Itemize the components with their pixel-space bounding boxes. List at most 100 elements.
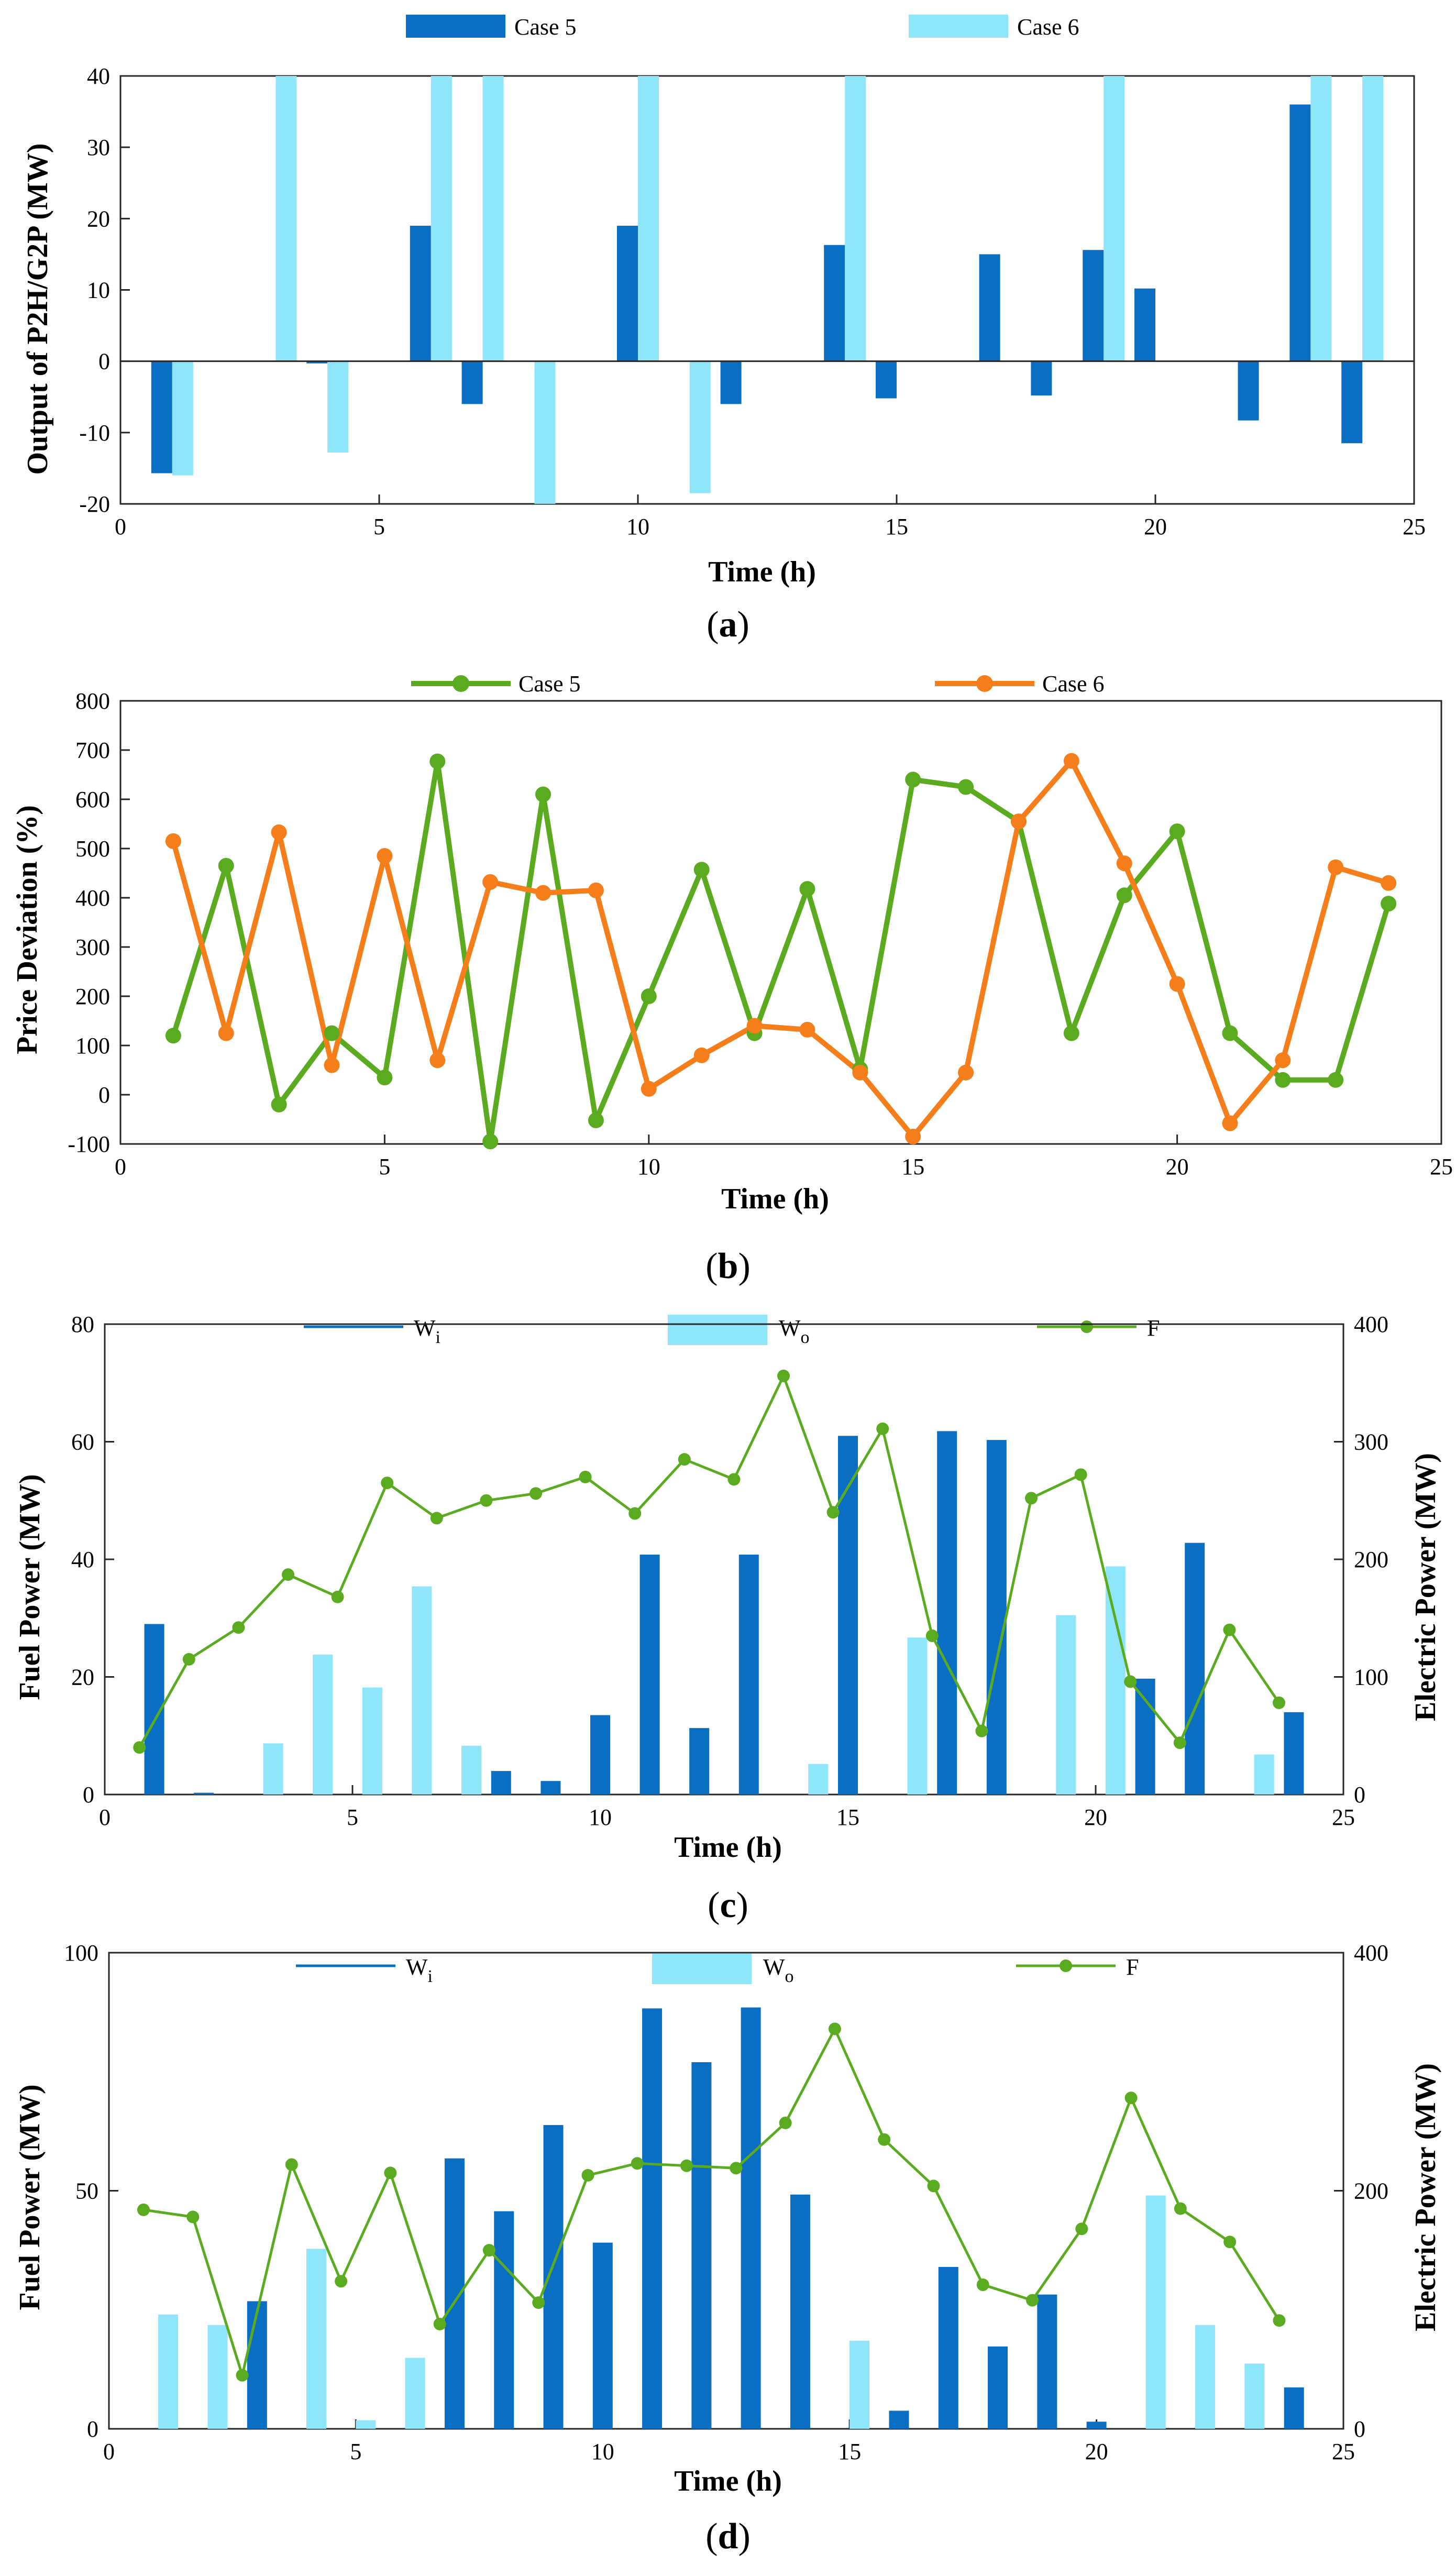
y-axis-title-left-d: Fuel Power (MW) [14,2084,46,2310]
marker-b-case6 [958,1064,974,1081]
y-tick-label-d: 100 [64,1940,98,1966]
bar-a-case5 [1031,361,1052,396]
x-tick-label-c: 20 [1084,1804,1107,1830]
marker-b-case6 [1381,875,1397,891]
bar-c-wi [738,1555,759,1795]
x-tick-label-d: 20 [1085,2439,1108,2464]
bar-a-case6 [689,361,711,493]
marker-c-f [331,1590,344,1603]
marker-c-f [925,1629,939,1642]
panel-c-legend: Wi Wo F [304,1315,1160,1347]
marker-c-f [777,1369,790,1382]
legend-marker-f-c [1080,1320,1093,1333]
bar-a-case5 [410,225,431,361]
bar-c-wi [689,1728,710,1795]
marker-c-f [727,1473,741,1486]
y-axis-title-right-d: Electric Power (MW) [1409,2063,1442,2331]
bar-d-wi [691,2062,712,2429]
bar-a-case6 [327,361,349,453]
marker-b-case5 [641,988,657,1004]
y-tick-label-b: -100 [68,1131,110,1157]
y-axis-title-a: Output of P2H/G2P (MW) [21,143,54,475]
y-tick-label-a: -20 [79,491,110,517]
legend-wi-subscript-d: i [428,1967,433,1986]
marker-c-f [430,1512,443,1525]
bar-a-case6 [431,76,452,361]
marker-c-f [232,1621,245,1634]
marker-b-case6 [1116,855,1132,872]
x-tick-label-d: 5 [350,2439,361,2464]
legend-w2-d: W [763,1954,785,1980]
y-tick-label-b: 600 [75,787,110,812]
bar-a-case5 [306,361,328,364]
marker-b-case6 [218,1025,234,1041]
marker-c-f [1173,1736,1186,1749]
marker-d-f [1174,2202,1187,2215]
marker-b-case6 [588,882,604,898]
legend-label-wi-d: Wi [406,1954,433,1986]
legend-w2-c: W [779,1315,801,1341]
marker-d-f [1124,2091,1138,2105]
x-tick-label-b: 20 [1166,1154,1189,1180]
legend-wo-subscript-c: o [801,1328,810,1347]
bar-a-case5 [824,245,845,361]
marker-d-f [285,2158,298,2171]
legend-label-case6: Case 6 [1017,14,1079,40]
y-axis-title-right-c: Electric Power (MW) [1409,1453,1442,1721]
bar-a-case6 [172,361,193,476]
marker-d-f [878,2133,891,2146]
x-tick-label-c: 10 [589,1804,612,1830]
marker-c-f [678,1453,691,1466]
bar-a-case6 [534,361,556,504]
marker-b-case5 [218,857,234,874]
marker-d-f [730,2162,743,2175]
bar-c-wo [263,1743,283,1795]
marker-d-f [335,2275,348,2288]
x-axis-title-a: Time (h) [708,556,816,588]
bar-d-wi [1284,2387,1304,2429]
y-tick-label-b: 400 [75,885,110,911]
x-tick-label-b: 10 [637,1154,660,1180]
line-d-f [143,2027,1281,2377]
bar-a-case6 [482,76,504,361]
bar-d-wi [543,2125,564,2429]
bar-d-wi [938,2266,958,2429]
x-tick-label-c: 25 [1332,1804,1355,1830]
marker-d-f [532,2296,545,2309]
y-right-tick-label-d: 400 [1354,1940,1388,1966]
bar-a-case5 [1238,361,1259,421]
bar-c-wo [1056,1615,1076,1795]
marker-b-case5 [1328,1072,1344,1088]
marker-b-case6 [165,833,181,849]
panel-label-d: (d) [705,2516,751,2557]
line-b-case6 [171,758,1389,1139]
legend-marker-f-d [1060,1959,1072,1972]
x-tick-label-a: 5 [373,514,385,540]
panel-b-legend: Case 5 Case 6 [411,671,1105,697]
marker-b-case5 [1275,1072,1291,1088]
bar-c-wi [541,1781,561,1795]
y-axis-title-b: Price Deviation (%) [11,805,43,1054]
panel-label-a: (a) [707,604,749,645]
y-tick-label-b: 200 [75,984,110,1009]
x-tick-label-d: 25 [1332,2439,1355,2464]
bar-a-case5 [1341,361,1363,444]
bar-a-case5 [876,361,897,399]
marker-d-f [828,2022,841,2035]
x-tick-label-b: 0 [115,1154,126,1180]
bar-c-wo [412,1586,432,1795]
legend-label-case5-b: Case 5 [519,671,581,697]
x-axis-title-c: Time (h) [674,1831,782,1864]
marker-b-case6 [377,848,393,864]
bar-d-wi [741,2007,761,2429]
marker-d-f [680,2159,693,2172]
x-tick-label-c: 5 [347,1804,358,1830]
marker-b-case5 [482,1133,499,1150]
marker-c-f [876,1422,889,1435]
y-tick-label-c: 40 [71,1547,94,1572]
y-tick-label-b: 500 [75,836,110,862]
marker-b-case6 [324,1057,340,1073]
